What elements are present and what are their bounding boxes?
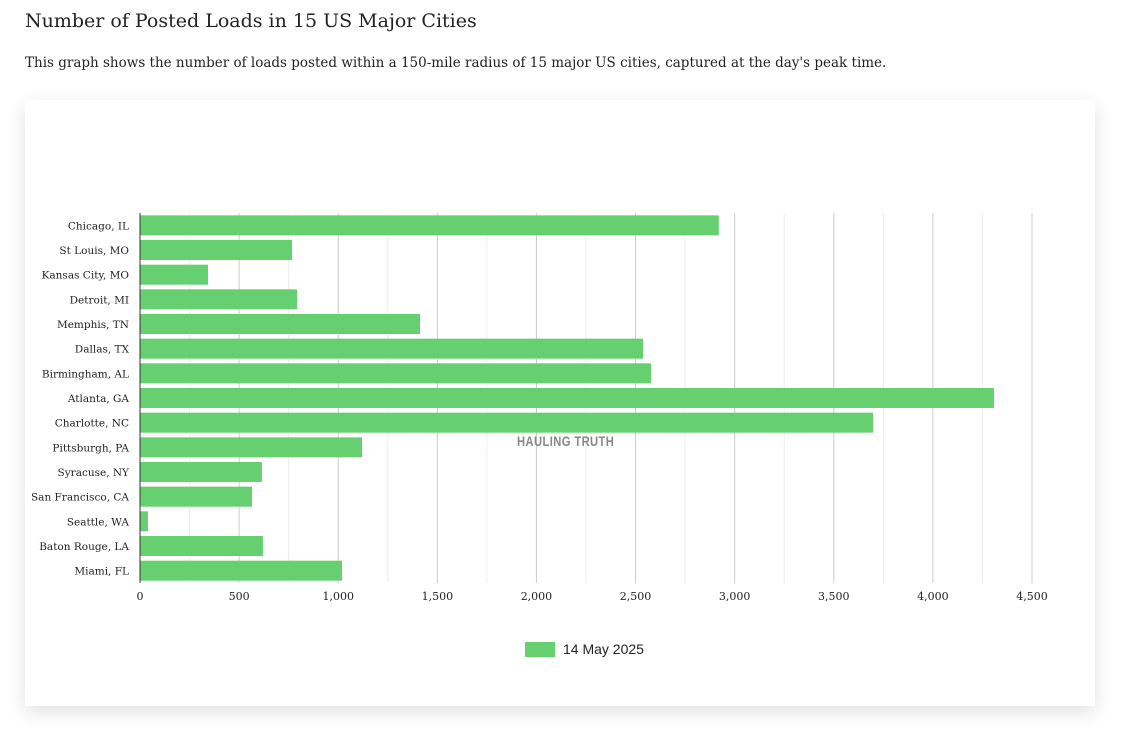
y-tick-label: Miami, FL <box>74 566 129 578</box>
page-subtitle: This graph shows the number of loads pos… <box>25 55 887 71</box>
x-tick-label: 1,000 <box>322 590 354 603</box>
x-tick-label: 2,500 <box>620 590 652 603</box>
y-tick-label: Birmingham, AL <box>42 368 129 380</box>
x-tick-label: 1,500 <box>422 590 454 603</box>
y-tick-label: Kansas City, MO <box>42 270 130 282</box>
x-tick-label: 4,500 <box>1016 590 1048 603</box>
bar <box>140 511 148 532</box>
y-tick-label: Chicago, IL <box>68 220 129 232</box>
x-tick-label: 3,500 <box>818 590 850 603</box>
watermark-logo: HAULING TRUTH <box>517 433 615 449</box>
x-tick-label: 3,000 <box>719 590 751 603</box>
y-tick-label: Memphis, TN <box>57 319 129 331</box>
bar <box>140 462 262 482</box>
page-title: Number of Posted Loads in 15 US Major Ci… <box>25 10 477 32</box>
x-tick-label: 4,000 <box>917 590 949 603</box>
x-tick-label: 0 <box>137 590 144 603</box>
bar <box>140 437 363 458</box>
bar <box>140 560 342 581</box>
y-tick-label: St Louis, MO <box>59 245 129 257</box>
y-tick-label: Detroit, MI <box>70 294 129 306</box>
y-tick-label: Atlanta, GA <box>67 393 130 405</box>
bar <box>140 536 263 556</box>
bar <box>140 240 293 260</box>
x-tick-label: 2,000 <box>521 590 553 603</box>
bar <box>140 388 994 408</box>
bar <box>140 289 297 310</box>
legend-swatch <box>525 641 555 657</box>
y-tick-label: San Francisco, CA <box>31 492 129 504</box>
legend[interactable]: 14 May 2025 <box>525 641 644 657</box>
bar <box>140 363 652 384</box>
y-tick-label: Dallas, TX <box>75 344 130 356</box>
bar <box>140 215 719 236</box>
bar <box>140 486 252 507</box>
y-tick-label: Seattle, WA <box>67 516 130 528</box>
y-tick-label: Syracuse, NY <box>58 467 131 479</box>
bar <box>140 314 421 334</box>
y-tick-label: Baton Rouge, LA <box>39 541 129 553</box>
legend-label: 14 May 2025 <box>563 641 644 657</box>
bar <box>140 264 208 285</box>
x-tick-label: 500 <box>229 590 250 603</box>
y-tick-label: Charlotte, NC <box>55 418 129 430</box>
bar <box>140 412 874 433</box>
y-tick-label: Pittsburgh, PA <box>52 442 129 454</box>
bar <box>140 338 644 359</box>
